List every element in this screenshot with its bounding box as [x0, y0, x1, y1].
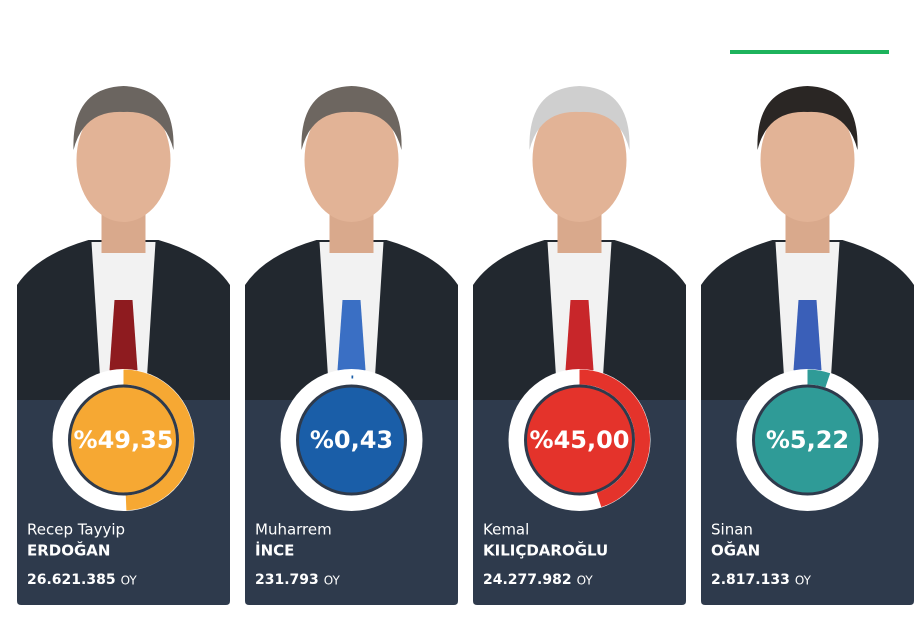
first-name: Muharrem — [255, 521, 332, 539]
candidate-card: %5,22 Sinan OĞAN 2.817.133 OY — [701, 86, 914, 605]
last-name: OĞAN — [711, 541, 760, 560]
ring-inner — [296, 384, 407, 496]
first-name: Kemal — [483, 521, 529, 539]
tie — [109, 300, 138, 385]
percent-label: %45,00 — [530, 426, 630, 454]
tie — [565, 300, 594, 385]
vote-unit: OY — [121, 574, 138, 588]
last-name: KILIÇDAROĞLU — [483, 541, 608, 560]
head — [76, 98, 171, 222]
percent-label: %49,35 — [74, 426, 174, 454]
percent-arc — [579, 369, 650, 508]
percent-label: %5,22 — [766, 426, 849, 454]
hair — [301, 86, 402, 150]
candidate-card: %0,43 Muharrem İNCE 231.793 OY — [245, 86, 458, 605]
ring-inner — [752, 384, 863, 496]
last-name: ERDOĞAN — [27, 541, 110, 560]
head — [532, 98, 627, 222]
last-name: İNCE — [255, 541, 294, 560]
candidate-card: %45,00 Kemal KILIÇDAROĞLU 24.277.982 OY — [473, 86, 686, 605]
vote-count: 24.277.982 — [483, 572, 572, 588]
tie — [793, 300, 822, 385]
tie — [337, 300, 366, 385]
vote-unit: OY — [577, 574, 594, 588]
candidate-card: %49,35 Recep Tayyip ERDOĞAN 26.621.385 OY — [17, 86, 230, 605]
first-name: Sinan — [711, 521, 753, 539]
ring-inner — [524, 384, 635, 496]
head — [304, 98, 399, 222]
percent-arc — [123, 369, 194, 511]
percent-arc — [807, 369, 831, 388]
first-name: Recep Tayyip — [27, 521, 125, 539]
vote-unit: OY — [795, 574, 812, 588]
hair — [529, 86, 630, 150]
vote-count: 231.793 — [255, 572, 319, 588]
hair — [73, 86, 174, 150]
vote-count: 26.621.385 — [27, 572, 116, 588]
ring-inner — [68, 384, 179, 496]
percent-label: %0,43 — [310, 426, 393, 454]
vote-unit: OY — [324, 574, 341, 588]
vote-count: 2.817.133 — [711, 572, 790, 588]
head — [760, 98, 855, 222]
hair — [757, 86, 858, 150]
